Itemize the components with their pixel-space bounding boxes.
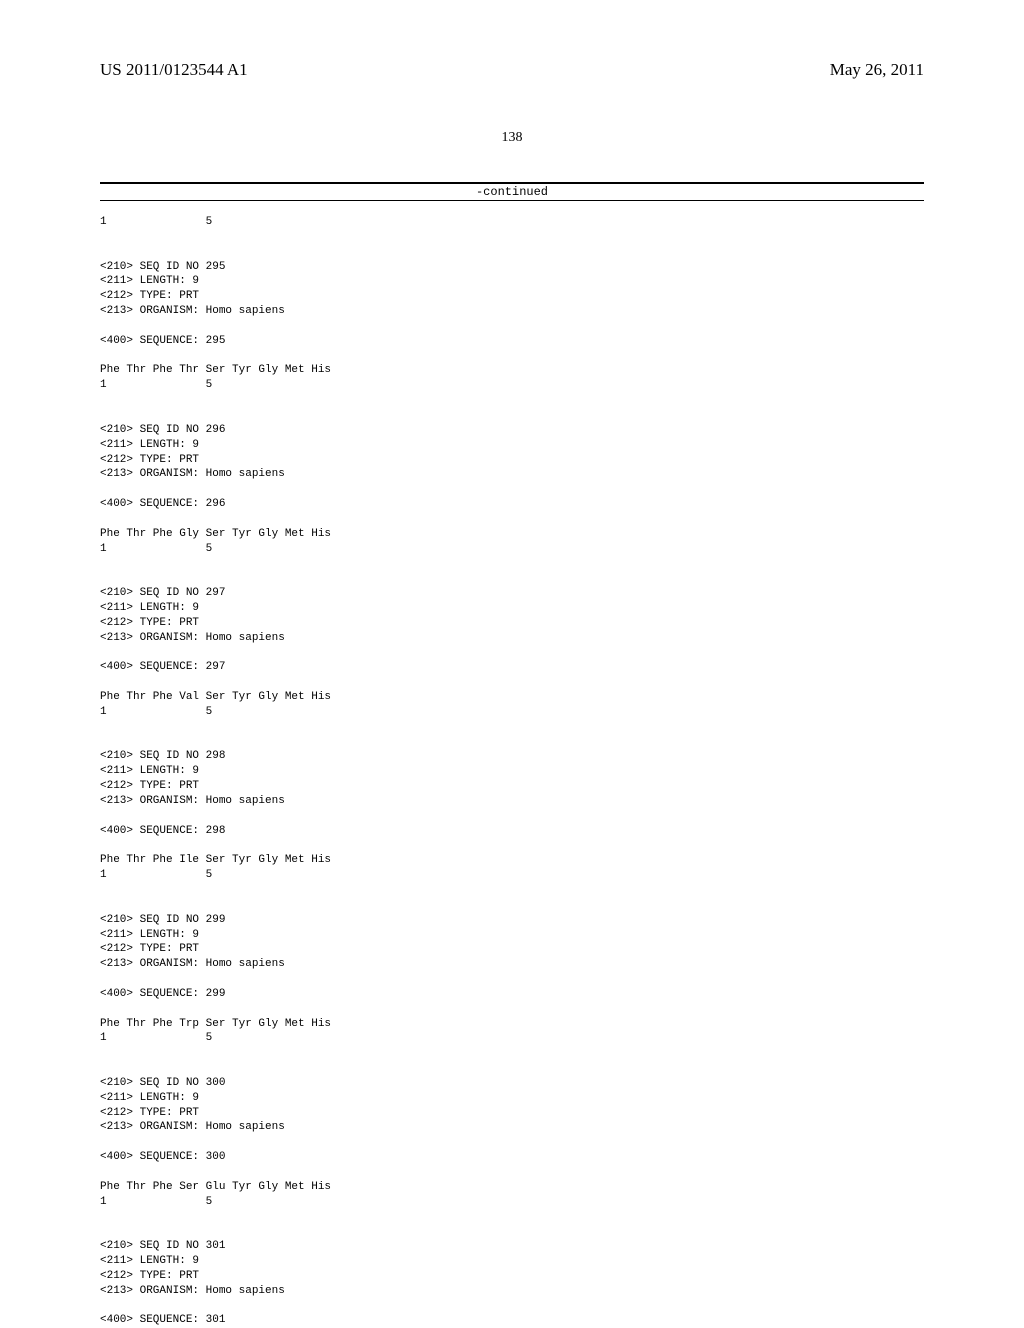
page-number: 138 <box>100 130 924 146</box>
sequence-listing: 1 5 <210> SEQ ID NO 295 <211> LENGTH: 9 … <box>100 215 924 1328</box>
page-header: US 2011/0123544 A1 May 26, 2011 <box>100 60 924 80</box>
continued-banner: -continued <box>100 182 924 201</box>
publication-number: US 2011/0123544 A1 <box>100 60 248 80</box>
continued-label: -continued <box>476 185 548 199</box>
page-container: US 2011/0123544 A1 May 26, 2011 138 -con… <box>0 0 1024 1320</box>
publication-date: May 26, 2011 <box>830 60 924 80</box>
